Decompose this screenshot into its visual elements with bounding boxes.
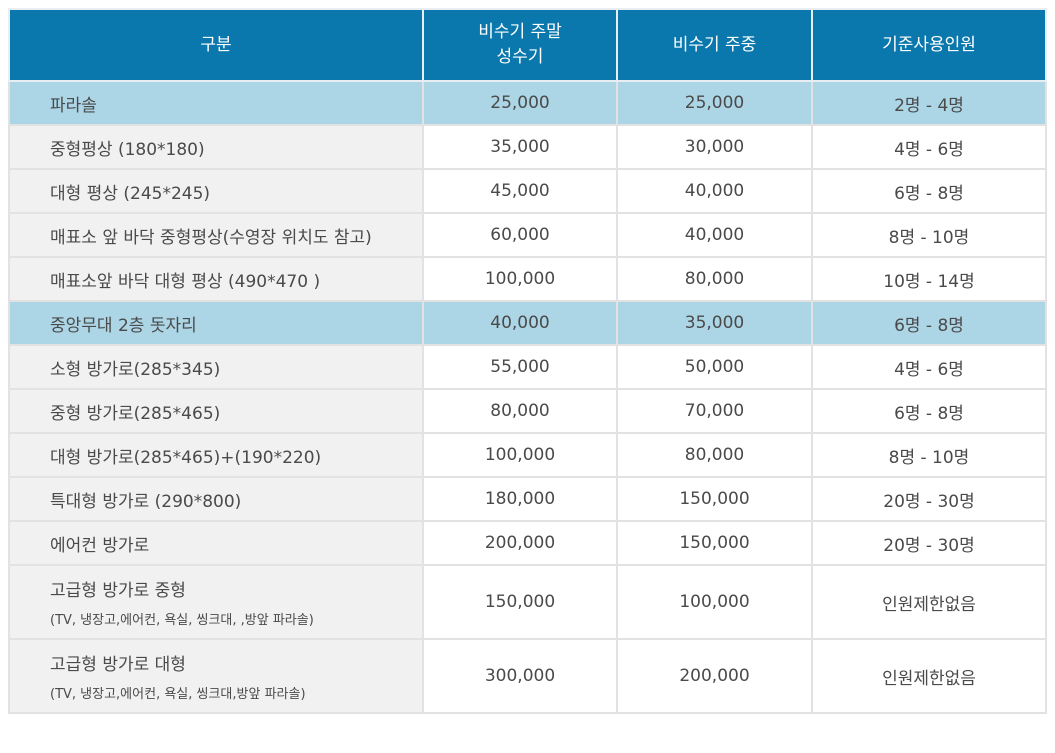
row-price-offseason-weekday: 80,000	[616, 432, 813, 478]
row-category: 고급형 방가로 중형 (TV, 냉장고,에어컨, 욕실, 씽크대, ,방앞 파라솔…	[8, 564, 424, 640]
table-row: 대형 평상 (245*245) 45,000 40,000 6명 - 8명	[8, 168, 1047, 214]
row-capacity: 10명 - 14명	[811, 256, 1047, 302]
table-body: 파라솔 25,000 25,000 2명 - 4명 중형평상 (180*180) 35,0…	[8, 80, 1047, 714]
header-offseason-weekend: 비수기 주말 성수기	[422, 8, 618, 82]
row-price-offseason-weekend: 45,000	[422, 168, 618, 214]
row-category: 매표소 앞 바닥 중형평상(수영장 위치도 참고)	[8, 212, 424, 258]
row-category: 중앙무대 2층 돗자리	[8, 300, 424, 346]
row-price-offseason-weekend: 60,000	[422, 212, 618, 258]
price-table: 구분 비수기 주말 성수기 비수기 주중 기준사용인원 파라솔 25,000 25,…	[8, 8, 1047, 714]
row-price-offseason-weekday: 150,000	[616, 476, 813, 522]
row-capacity: 6명 - 8명	[811, 300, 1047, 346]
row-category-note: (TV, 냉장고,에어컨, 욕실, 씽크대, ,방앞 파라솔)	[50, 613, 314, 628]
row-category-label: 매표소 앞 바닥 중형평상(수영장 위치도 참고)	[50, 227, 372, 248]
table-row: 고급형 방가로 중형 (TV, 냉장고,에어컨, 욕실, 씽크대, ,방앞 파라솔…	[8, 564, 1047, 640]
table-row: 매표소 앞 바닥 중형평상(수영장 위치도 참고) 60,000 40,000 8명 …	[8, 212, 1047, 258]
row-price-offseason-weekday: 150,000	[616, 520, 813, 566]
row-category-label: 중형 방가로(285*465)	[50, 403, 221, 424]
row-category: 특대형 방가로 (290*800)	[8, 476, 424, 522]
header-offseason-weekend-line1: 비수기 주말	[478, 22, 562, 42]
row-price-offseason-weekend: 180,000	[422, 476, 618, 522]
row-category-label: 대형 방가로(285*465)+(190*220)	[50, 447, 322, 468]
row-capacity: 8명 - 10명	[811, 212, 1047, 258]
table-row: 에어컨 방가로 200,000 150,000 20명 - 30명	[8, 520, 1047, 566]
row-category-label: 대형 평상 (245*245)	[50, 183, 211, 204]
row-category: 중형평상 (180*180)	[8, 124, 424, 170]
table-row: 중앙무대 2층 돗자리 40,000 35,000 6명 - 8명	[8, 300, 1047, 346]
row-category-label: 고급형 방가로 대형	[50, 655, 186, 675]
row-category: 파라솔	[8, 80, 424, 126]
row-price-offseason-weekend: 35,000	[422, 124, 618, 170]
row-category: 대형 방가로(285*465)+(190*220)	[8, 432, 424, 478]
row-capacity: 인원제한없음	[811, 638, 1047, 714]
header-row: 구분 비수기 주말 성수기 비수기 주중 기준사용인원	[8, 8, 1047, 82]
row-price-offseason-weekend: 40,000	[422, 300, 618, 346]
row-price-offseason-weekday: 100,000	[616, 564, 813, 640]
row-category-label: 중형평상 (180*180)	[50, 139, 205, 160]
row-capacity: 8명 - 10명	[811, 432, 1047, 478]
table-row: 중형평상 (180*180) 35,000 30,000 4명 - 6명	[8, 124, 1047, 170]
header-category: 구분	[8, 8, 424, 82]
row-price-offseason-weekday: 80,000	[616, 256, 813, 302]
row-category-label: 특대형 방가로 (290*800)	[50, 491, 242, 512]
row-category-note: (TV, 냉장고,에어컨, 욕실, 씽크대,방앞 파라솔)	[50, 687, 306, 702]
row-capacity: 4명 - 6명	[811, 124, 1047, 170]
row-capacity: 4명 - 6명	[811, 344, 1047, 390]
row-price-offseason-weekday: 35,000	[616, 300, 813, 346]
row-category-label: 소형 방가로(285*345)	[50, 359, 221, 380]
row-price-offseason-weekend: 150,000	[422, 564, 618, 640]
row-category: 소형 방가로(285*345)	[8, 344, 424, 390]
row-capacity: 20명 - 30명	[811, 520, 1047, 566]
table-row: 소형 방가로(285*345) 55,000 50,000 4명 - 6명	[8, 344, 1047, 390]
row-category-label: 고급형 방가로 중형	[50, 581, 186, 601]
row-category-label: 매표소앞 바닥 대형 평상 (490*470 )	[50, 271, 321, 292]
row-category-label: 파라솔	[50, 95, 97, 116]
table-row: 파라솔 25,000 25,000 2명 - 4명	[8, 80, 1047, 126]
table-header: 구분 비수기 주말 성수기 비수기 주중 기준사용인원	[8, 8, 1047, 82]
table-row: 대형 방가로(285*465)+(190*220) 100,000 80,000 8명…	[8, 432, 1047, 478]
header-offseason-weekend-line2: 성수기	[496, 47, 544, 67]
row-category: 매표소앞 바닥 대형 평상 (490*470 )	[8, 256, 424, 302]
row-category: 중형 방가로(285*465)	[8, 388, 424, 434]
row-price-offseason-weekend: 25,000	[422, 80, 618, 126]
row-category-label: 에어컨 방가로	[50, 535, 150, 556]
table-row: 고급형 방가로 대형 (TV, 냉장고,에어컨, 욕실, 씽크대,방앞 파라솔) 3…	[8, 638, 1047, 714]
table-row: 중형 방가로(285*465) 80,000 70,000 6명 - 8명	[8, 388, 1047, 434]
row-price-offseason-weekday: 25,000	[616, 80, 813, 126]
row-price-offseason-weekday: 200,000	[616, 638, 813, 714]
header-offseason-weekday: 비수기 주중	[616, 8, 813, 82]
row-price-offseason-weekday: 40,000	[616, 212, 813, 258]
row-price-offseason-weekend: 100,000	[422, 256, 618, 302]
row-price-offseason-weekend: 80,000	[422, 388, 618, 434]
row-category-label: 중앙무대 2층 돗자리	[50, 315, 197, 336]
row-category: 에어컨 방가로	[8, 520, 424, 566]
row-price-offseason-weekend: 55,000	[422, 344, 618, 390]
row-capacity: 2명 - 4명	[811, 80, 1047, 126]
row-price-offseason-weekend: 200,000	[422, 520, 618, 566]
header-capacity: 기준사용인원	[811, 8, 1047, 82]
row-price-offseason-weekend: 100,000	[422, 432, 618, 478]
row-capacity: 6명 - 8명	[811, 168, 1047, 214]
row-capacity: 인원제한없음	[811, 564, 1047, 640]
price-table-container: 구분 비수기 주말 성수기 비수기 주중 기준사용인원 파라솔 25,000 25,…	[8, 8, 1047, 714]
table-row: 특대형 방가로 (290*800) 180,000 150,000 20명 - 30명	[8, 476, 1047, 522]
row-price-offseason-weekday: 40,000	[616, 168, 813, 214]
row-price-offseason-weekday: 70,000	[616, 388, 813, 434]
row-capacity: 6명 - 8명	[811, 388, 1047, 434]
row-price-offseason-weekend: 300,000	[422, 638, 618, 714]
row-category: 고급형 방가로 대형 (TV, 냉장고,에어컨, 욕실, 씽크대,방앞 파라솔)	[8, 638, 424, 714]
row-price-offseason-weekday: 30,000	[616, 124, 813, 170]
row-capacity: 20명 - 30명	[811, 476, 1047, 522]
row-price-offseason-weekday: 50,000	[616, 344, 813, 390]
row-category: 대형 평상 (245*245)	[8, 168, 424, 214]
table-row: 매표소앞 바닥 대형 평상 (490*470 ) 100,000 80,000 10명…	[8, 256, 1047, 302]
